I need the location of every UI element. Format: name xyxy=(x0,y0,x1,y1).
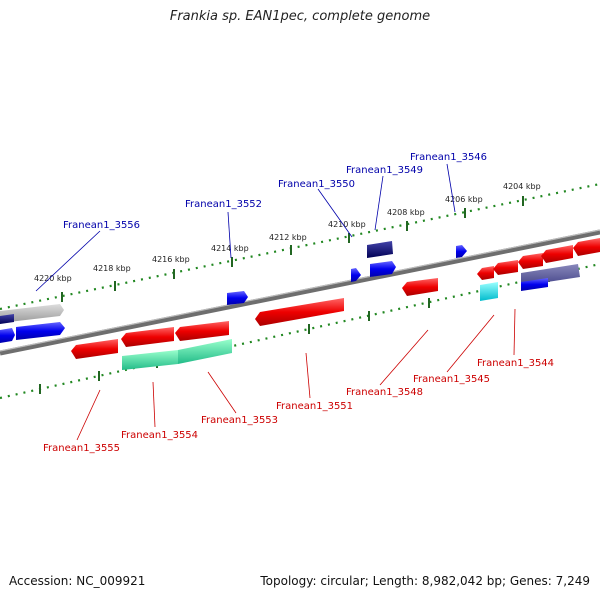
gene-label-3544[interactable]: Franean1_3544 xyxy=(477,358,554,369)
genome-backbone-highlight xyxy=(0,229,600,352)
leader-3555 xyxy=(76,389,101,441)
tick-label-4216: 4216 kbp xyxy=(152,255,190,264)
genome-summary: Topology: circular; Length: 8,982,042 bp… xyxy=(260,574,590,588)
gene-label-3548[interactable]: Franean1_3548 xyxy=(346,387,423,398)
gene-3544-b[interactable] xyxy=(518,253,543,269)
gene-3545-red[interactable] xyxy=(477,266,494,280)
gene-3546[interactable] xyxy=(456,245,467,258)
tick-label-4214: 4214 kbp xyxy=(211,244,249,253)
gene-3555[interactable] xyxy=(71,339,118,359)
leader-3551 xyxy=(305,352,311,399)
gene-3548[interactable] xyxy=(402,278,438,296)
leader-3552 xyxy=(227,211,232,259)
gene-3551[interactable] xyxy=(255,298,344,326)
gene-3544-blue[interactable] xyxy=(521,278,548,291)
tick-label-4210: 4210 kbp xyxy=(328,220,366,229)
leader-3550 xyxy=(317,188,353,238)
gene-label-3554[interactable]: Franean1_3554 xyxy=(121,430,198,441)
leader-3548 xyxy=(379,329,429,386)
gene-3556[interactable] xyxy=(16,322,65,340)
tick-label-4220: 4220 kbp xyxy=(34,274,72,283)
map-title: Frankia sp. EAN1pec, complete genome xyxy=(169,9,431,24)
gene-3554[interactable] xyxy=(121,327,174,347)
leader-3553 xyxy=(207,371,237,414)
gene-label-3555[interactable]: Franean1_3555 xyxy=(43,443,120,454)
tick-label-4212: 4212 kbp xyxy=(269,233,307,242)
gene-3549[interactable] xyxy=(370,261,396,277)
gene-3554-rna[interactable] xyxy=(122,350,178,370)
genome-backbone xyxy=(0,229,600,356)
gene-label-3553[interactable]: Franean1_3553 xyxy=(201,415,278,426)
leader-3546 xyxy=(446,163,456,213)
bottom-gene-labels: Franean1_3544 Franean1_3545 Franean1_354… xyxy=(43,308,554,454)
tick-label-4218: 4218 kbp xyxy=(93,264,131,273)
tick-label-4208: 4208 kbp xyxy=(387,208,425,217)
gene-3545[interactable] xyxy=(480,282,498,301)
gene-3556-pseudo[interactable] xyxy=(0,304,64,323)
leader-3544 xyxy=(513,308,516,356)
gene-left-edge[interactable] xyxy=(0,328,15,343)
upper-major-ticks xyxy=(61,196,524,302)
gene-3544-a[interactable] xyxy=(493,260,518,275)
gene-3556-dark[interactable] xyxy=(0,314,14,324)
gene-label-3556[interactable]: Franean1_3556 xyxy=(63,220,140,231)
gene-3549-dark[interactable] xyxy=(367,241,393,258)
reverse-genes xyxy=(71,238,600,370)
leader-3554 xyxy=(152,381,156,428)
leader-3556 xyxy=(35,230,101,292)
tick-label-4206: 4206 kbp xyxy=(445,195,483,204)
forward-genes xyxy=(0,241,580,343)
accession-text: Accession: NC_009921 xyxy=(9,574,146,588)
tick-label-4204: 4204 kbp xyxy=(503,182,541,191)
leader-3545 xyxy=(446,314,495,373)
gene-right-edge[interactable] xyxy=(573,238,600,256)
gene-label-3549[interactable]: Franean1_3549 xyxy=(346,165,423,176)
leader-3549 xyxy=(374,175,384,231)
gene-label-3552[interactable]: Franean1_3552 xyxy=(185,199,262,210)
gene-3553[interactable] xyxy=(175,321,229,341)
gene-label-3550[interactable]: Franean1_3550 xyxy=(278,179,355,190)
gene-3544-c[interactable] xyxy=(541,245,573,263)
gene-3552[interactable] xyxy=(227,291,248,305)
gene-label-3545[interactable]: Franean1_3545 xyxy=(413,374,490,385)
lower-scale-track xyxy=(0,262,600,400)
gene-3553-rna[interactable] xyxy=(178,339,232,364)
gene-label-3546[interactable]: Franean1_3546 xyxy=(410,152,487,163)
gene-label-3551[interactable]: Franean1_3551 xyxy=(276,401,353,412)
top-gene-labels: Franean1_3546 Franean1_3549 Franean1_355… xyxy=(35,152,487,292)
gene-3550[interactable] xyxy=(351,268,361,282)
